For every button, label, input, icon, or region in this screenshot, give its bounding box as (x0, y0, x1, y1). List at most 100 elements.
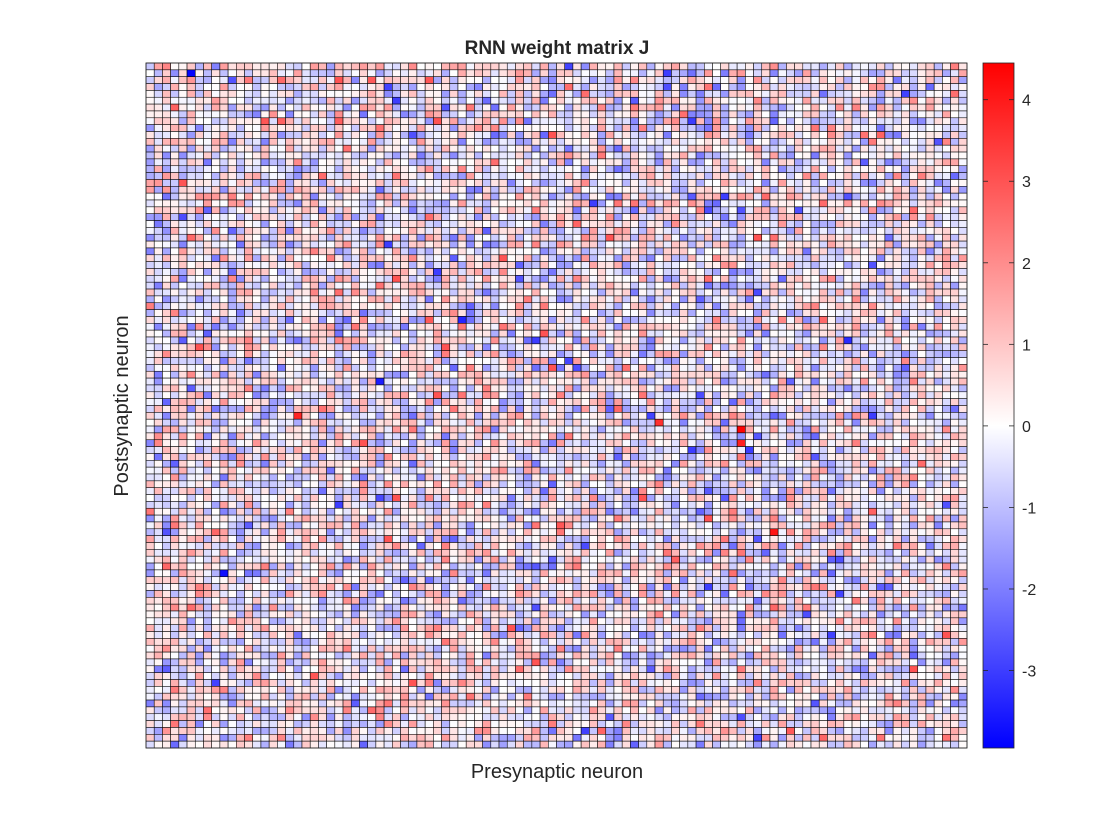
heatmap-cell (548, 329, 557, 338)
heatmap-cell (326, 247, 336, 256)
heatmap-cell (761, 131, 771, 139)
heatmap-cell (515, 323, 524, 331)
heatmap-cell (260, 302, 270, 310)
heatmap-cell (851, 261, 861, 269)
heatmap-cell (194, 76, 204, 84)
heatmap-cell (769, 275, 779, 283)
heatmap-cell (260, 124, 270, 132)
heatmap-cell (309, 192, 319, 201)
heatmap-cell (884, 151, 894, 160)
heatmap-cell (326, 268, 336, 276)
heatmap-cell (876, 151, 886, 160)
heatmap-cell (621, 288, 631, 297)
heatmap-cell (802, 370, 812, 379)
heatmap-cell (490, 192, 500, 201)
heatmap-cell (244, 192, 254, 201)
heatmap-cell (268, 268, 278, 276)
heatmap-cell (359, 391, 368, 399)
heatmap-cell (572, 343, 582, 351)
heatmap-cell (515, 62, 524, 71)
heatmap-cell (925, 117, 935, 125)
heatmap-cell (671, 336, 680, 345)
heatmap-cell (753, 103, 763, 112)
heatmap-cell (227, 316, 237, 324)
heatmap-cell (219, 302, 229, 310)
heatmap-cell (630, 323, 639, 331)
heatmap-cell (662, 247, 672, 256)
heatmap-cell (556, 90, 565, 98)
heatmap-cell (892, 329, 902, 338)
heatmap-cell (662, 103, 672, 112)
heatmap-cell (933, 151, 943, 160)
heatmap-cell (531, 302, 541, 310)
heatmap-cell (654, 158, 664, 167)
heatmap-cell (170, 309, 180, 317)
heatmap-cell (564, 384, 574, 393)
heatmap-cell (392, 261, 401, 269)
heatmap-cell (162, 124, 171, 132)
heatmap-cell (736, 377, 746, 386)
heatmap-cell (326, 151, 336, 160)
heatmap-cell (745, 254, 754, 262)
heatmap-cell (728, 323, 738, 331)
heatmap-cell (359, 316, 368, 324)
heatmap-cell (252, 254, 262, 262)
heatmap-cell (416, 186, 426, 194)
heatmap-cell (794, 144, 804, 153)
heatmap-cell (909, 96, 919, 105)
heatmap-cell (186, 268, 196, 276)
heatmap-cell (687, 192, 697, 201)
heatmap-cell (769, 398, 779, 406)
heatmap-cell (679, 165, 689, 173)
heatmap-cell (268, 233, 278, 242)
heatmap-cell (572, 323, 582, 331)
heatmap-cell (350, 62, 360, 71)
heatmap-cell (416, 83, 426, 91)
heatmap-cell (515, 220, 524, 228)
heatmap-cell (203, 165, 212, 173)
heatmap-cell (318, 179, 327, 187)
heatmap-cell (917, 138, 927, 146)
heatmap-cell (416, 124, 426, 132)
heatmap-cell (392, 357, 401, 365)
heatmap-cell (350, 398, 360, 406)
heatmap-cell (342, 138, 352, 146)
heatmap-cell (301, 186, 311, 194)
heatmap-cell (687, 329, 697, 338)
heatmap-cell (704, 336, 713, 345)
heatmap-cell (342, 398, 352, 406)
heatmap-cell (580, 192, 590, 201)
heatmap-cell (736, 336, 746, 345)
heatmap-cell (474, 144, 483, 153)
heatmap-cell (285, 309, 295, 317)
heatmap-cell (424, 240, 434, 249)
heatmap-cell (293, 165, 303, 173)
heatmap-cell (465, 343, 475, 351)
heatmap-cell (695, 117, 705, 125)
heatmap-cell (745, 179, 754, 187)
heatmap-cell (194, 357, 204, 365)
heatmap-cell (531, 179, 541, 187)
heatmap-cell (219, 240, 229, 249)
heatmap-cell (449, 281, 459, 290)
heatmap-cell (416, 295, 426, 304)
heatmap-cell (515, 350, 524, 358)
heatmap-cell (498, 172, 508, 180)
heatmap-cell (498, 247, 508, 256)
heatmap-cell (687, 336, 697, 345)
heatmap-cell (523, 398, 533, 406)
heatmap-cell (539, 172, 549, 180)
heatmap-cell (375, 268, 385, 276)
heatmap-cell (876, 110, 886, 119)
heatmap-cell (482, 110, 492, 119)
heatmap-cell (227, 213, 237, 221)
heatmap-cell (630, 206, 639, 214)
heatmap-cell (268, 288, 278, 297)
heatmap-cell (818, 144, 828, 153)
heatmap-cell (416, 96, 426, 105)
heatmap-cell (392, 151, 401, 160)
heatmap-cell (227, 117, 237, 125)
heatmap-cell (506, 76, 516, 84)
heatmap-cell (334, 275, 344, 283)
heatmap-cell (424, 165, 434, 173)
